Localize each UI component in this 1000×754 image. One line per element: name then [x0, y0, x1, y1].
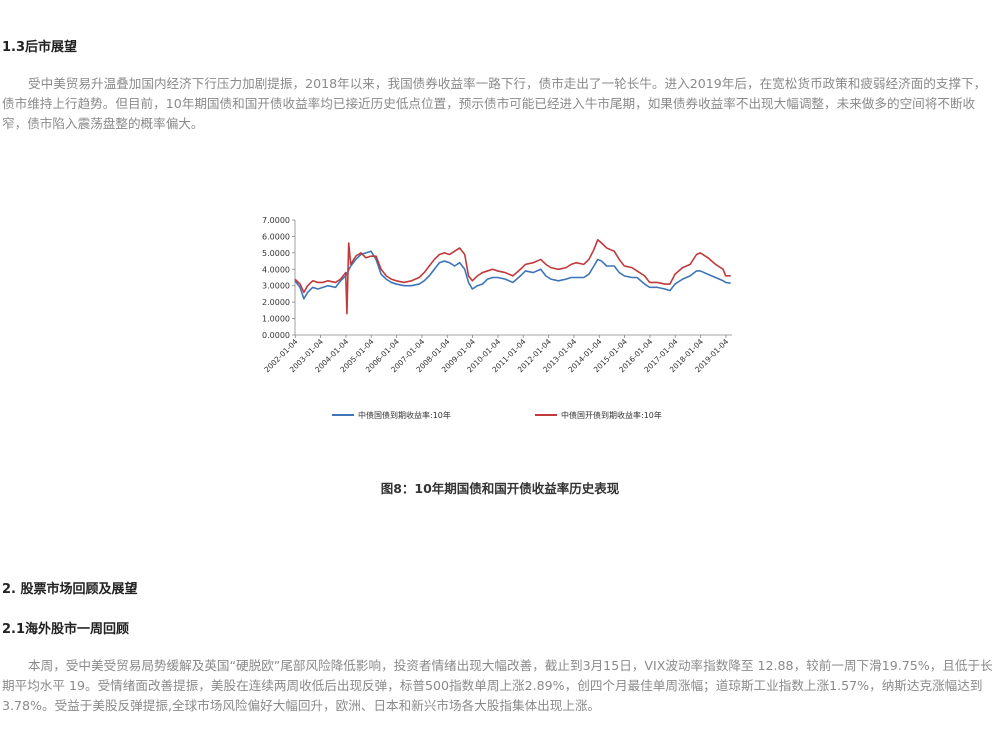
section-heading-1-3: 1.3后市展望	[2, 40, 78, 55]
y-tick-label: 5.0000	[262, 249, 290, 258]
paragraph-bond-outlook: 受中美贸易升温叠加国内经济下行压力加剧提振，2018年以来，我国债券收益率一路下…	[2, 76, 987, 131]
y-tick-label: 0.0000	[262, 331, 290, 340]
y-tick-label: 4.0000	[262, 265, 290, 274]
series-line-2	[294, 238, 731, 315]
y-tick-label: 6.0000	[262, 232, 290, 241]
section-heading-2: 2. 股票市场回顾及展望	[2, 582, 138, 597]
y-tick-label: 3.0000	[262, 282, 290, 291]
legend-label-1: 中债国债到期收益率:10年	[358, 410, 451, 420]
chart-axes: 0.0000 1.0000 2.0000 3.0000 4.0000 5.0000 6.00…	[262, 216, 732, 374]
section-heading-2-1: 2.1海外股市一周回顾	[2, 622, 130, 637]
chart-legend: 中债国债到期收益率:10年 中债国开债到期收益率:10年	[332, 410, 662, 420]
legend-label-2: 中债国开债到期收益率:10年	[561, 410, 662, 420]
paragraph-overseas-market: 本周，受中美受贸易局势缓解及英国“硬脱欧”尾部风险降低影响，投资者情绪出现大幅改…	[2, 658, 993, 713]
chart-lines	[294, 238, 731, 315]
y-tick-label: 7.0000	[262, 216, 290, 225]
y-tick-label: 2.0000	[262, 298, 290, 307]
figure-caption: 图8：10年期国债和国开债收益率历史表现	[380, 481, 620, 496]
y-tick-label: 1.0000	[262, 315, 290, 324]
series-line-1	[294, 250, 731, 300]
yield-line-chart: 0.0000 1.0000 2.0000 3.0000 4.0000 5.0000 6.00…	[262, 216, 732, 420]
